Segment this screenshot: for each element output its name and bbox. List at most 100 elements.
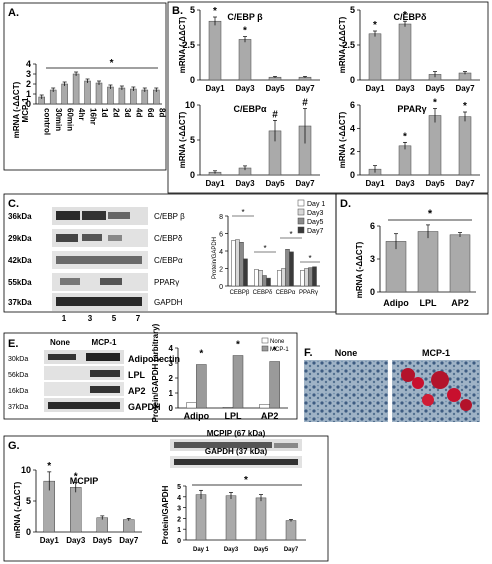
y-tick-label: 0 — [219, 284, 223, 291]
y-tick-label: 10 — [185, 100, 195, 110]
x-tick-label: Day1 — [205, 179, 225, 188]
significance-marker: * — [110, 58, 114, 69]
panel-g-frame — [3, 435, 329, 562]
bar — [398, 23, 412, 81]
x-tick-label: 4hr — [77, 108, 86, 120]
bar — [107, 86, 114, 105]
bar — [254, 269, 259, 287]
significance-marker: * — [273, 346, 277, 357]
bar — [289, 251, 294, 287]
panel-a-ylabel-line1: mRNA (-ΔΔCT) — [12, 81, 21, 138]
chart-d: 0 3 6 Adipo LPL AP2 * — [370, 208, 476, 308]
y-tick-label: 0 — [190, 75, 195, 85]
y-tick-label: 0 — [177, 538, 181, 545]
kda-label: 42kDa — [8, 256, 32, 265]
band — [48, 354, 76, 360]
blot-e-col-none: None — [50, 338, 71, 347]
y-tick-label: 3 — [169, 359, 174, 368]
bar — [84, 80, 91, 105]
x-tick-label: Day5 — [265, 84, 285, 93]
chart-g2: 0 1 2 3 4 5 Day 1 Day3 Day5 Day7 * — [177, 475, 306, 553]
significance-marker: * — [263, 244, 266, 253]
x-tick-label: Day5 — [254, 547, 269, 553]
x-tick-label: 2d — [111, 108, 120, 117]
bar — [235, 239, 240, 287]
lane-label: 5 — [112, 314, 117, 323]
x-tick-label: LPL — [420, 298, 438, 308]
significance-marker: * — [199, 349, 203, 360]
significance-marker: * — [373, 20, 377, 31]
blot-c — [52, 207, 148, 311]
kda-label: 56kDa — [8, 372, 28, 379]
kda-label: 36kDa — [8, 212, 32, 221]
legend-swatch — [297, 217, 305, 225]
lipid-droplet — [460, 399, 472, 411]
x-tick-label: Day7 — [119, 536, 139, 545]
x-tick-label: Adipo — [184, 411, 210, 421]
bar — [266, 277, 271, 287]
significance-marker: * — [213, 6, 217, 17]
blot-e-labels: Adiponectin LPL AP2 GAPDH 30kDa 56kDa 16kDa 37k… — [8, 354, 180, 412]
chart-g1: 0 5 10 * Day1 * Day3 Day5 Day7 MCPIP — [21, 461, 142, 545]
micrograph-none — [304, 360, 388, 422]
bar — [428, 115, 442, 176]
band — [174, 442, 272, 448]
legend-swatch — [261, 345, 269, 352]
x-tick-label: CEBPδ — [253, 290, 273, 296]
chart-title: C/EBPα — [233, 104, 267, 114]
lipid-droplet — [422, 394, 434, 406]
band — [90, 386, 120, 393]
band — [90, 370, 120, 377]
bar — [262, 275, 267, 287]
bar — [123, 519, 135, 533]
y-tick-label: 0 — [370, 287, 375, 297]
bar — [312, 266, 317, 287]
band — [86, 353, 120, 361]
blot-label: PPARγ — [154, 278, 179, 287]
kda-label: 37kDa — [8, 404, 28, 411]
blot-label: C/EBPα — [154, 256, 183, 265]
bar — [308, 267, 313, 287]
bar — [196, 364, 207, 409]
bar — [304, 268, 309, 287]
panel-a-ylabel-line2: MCP-1 — [21, 97, 30, 122]
bar — [225, 495, 237, 541]
panel-a-frame — [3, 2, 167, 171]
y-tick-label: 4 — [350, 123, 355, 133]
x-tick-label: Day3 — [235, 84, 255, 93]
band — [274, 443, 298, 448]
x-tick-label: 6d — [146, 108, 155, 117]
lipid-droplet — [412, 377, 424, 389]
x-tick-label: Day7 — [295, 179, 315, 188]
significance-marker: # — [272, 109, 278, 120]
x-tick-label: 60min — [66, 108, 75, 131]
blot-e — [44, 350, 124, 412]
kda-label: 30kDa — [8, 356, 28, 363]
panel-b-frame — [167, 1, 489, 194]
legend-swatch — [297, 226, 305, 234]
bar — [281, 268, 286, 287]
y-axis-label: mRNA (-ΔΔCT) — [338, 16, 347, 73]
kda-label: 16kDa — [8, 388, 28, 395]
band — [60, 278, 80, 285]
kda-label: 37kDa — [8, 298, 32, 307]
y-tick-label: 0 — [169, 404, 174, 413]
x-tick-label: Adipo — [383, 298, 409, 308]
bar — [255, 497, 267, 541]
chart-e: 0 1 2 3 4 * Adipo * LPL * AP2 None MCP-1 — [169, 337, 289, 421]
y-tick-label: 10 — [21, 465, 31, 475]
y-tick-label: 6 — [370, 221, 375, 231]
significance-marker: * — [244, 475, 248, 486]
y-tick-label: 6 — [350, 100, 355, 110]
bar — [285, 520, 297, 541]
bar — [118, 87, 126, 105]
band — [82, 234, 102, 241]
significance-marker: * — [463, 101, 467, 112]
x-tick-label: LPL — [225, 411, 243, 421]
significance-marker: * — [403, 131, 407, 142]
chart-title: PPARγ — [397, 104, 426, 114]
y-axis-label: mRNA (-ΔΔCT) — [178, 16, 187, 73]
y-tick-label: 5 — [190, 135, 195, 145]
bar — [153, 89, 160, 105]
x-tick-label: 3d — [123, 108, 132, 117]
